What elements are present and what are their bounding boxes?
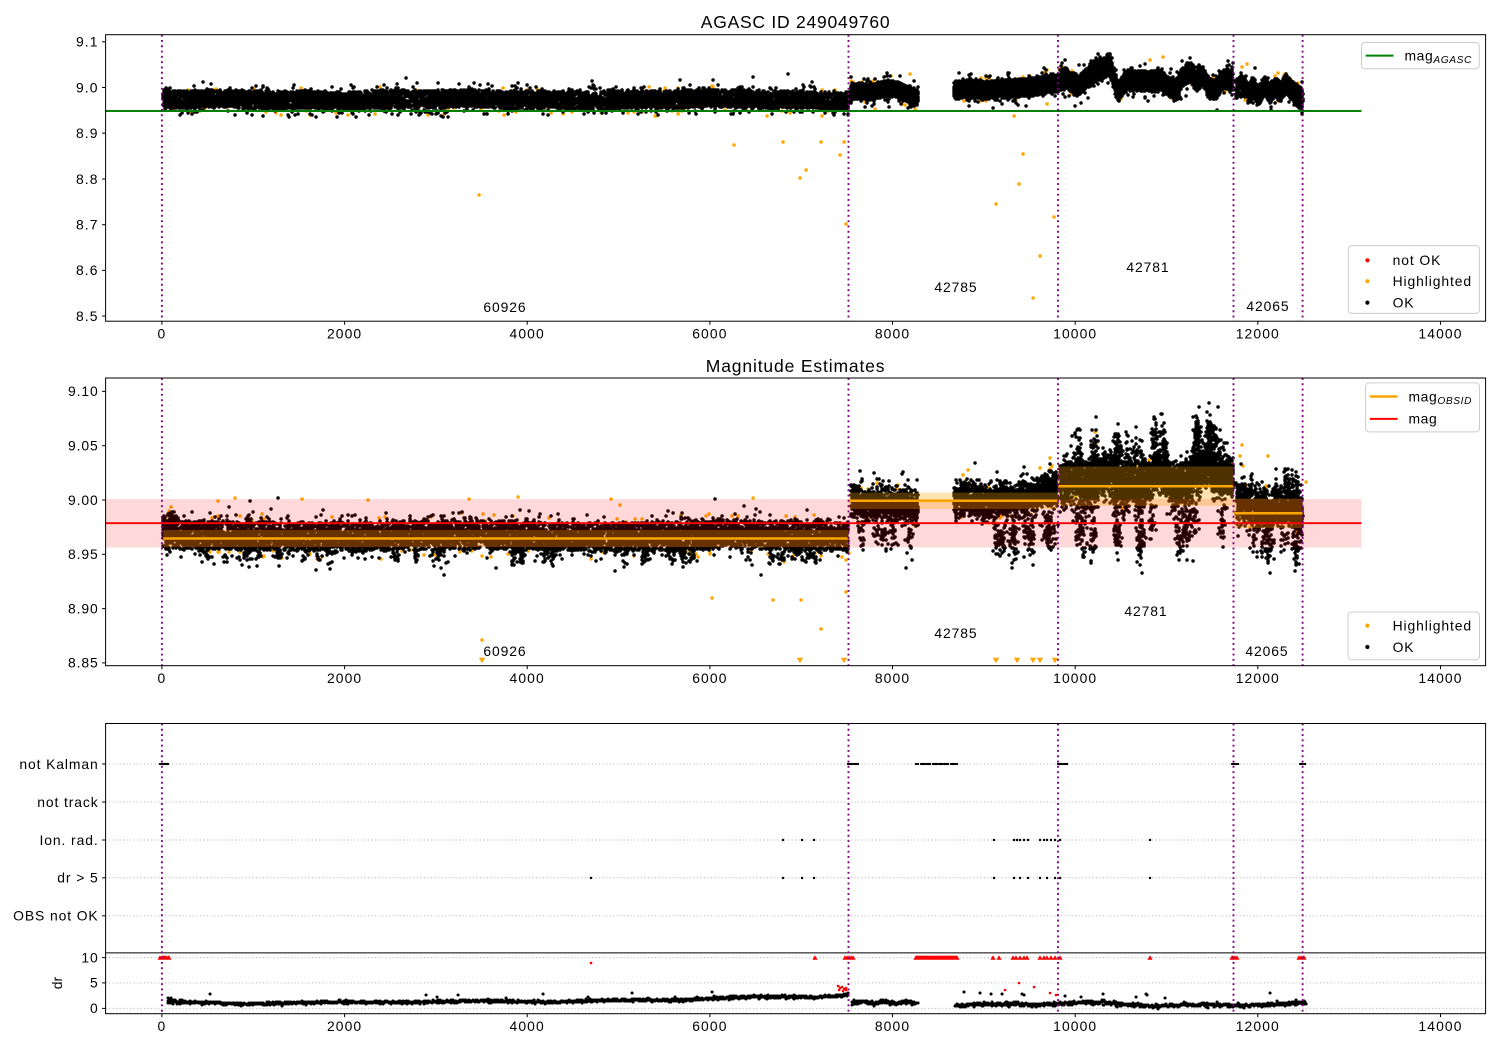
svg-text:2000: 2000: [327, 1018, 362, 1034]
svg-text:OK: OK: [1393, 294, 1415, 310]
svg-text:8000: 8000: [875, 325, 910, 341]
svg-text:42785: 42785: [934, 625, 977, 641]
svg-text:OK: OK: [1393, 639, 1415, 655]
svg-text:Highlighted: Highlighted: [1393, 273, 1472, 289]
svg-text:not OK: not OK: [1393, 252, 1442, 268]
svg-text:dr > 5: dr > 5: [57, 870, 98, 886]
svg-text:8.95: 8.95: [68, 546, 99, 562]
svg-text:0: 0: [157, 325, 166, 341]
svg-text:0: 0: [157, 670, 166, 686]
svg-text:9.00: 9.00: [68, 492, 99, 508]
svg-text:10000: 10000: [1053, 1018, 1097, 1034]
svg-text:10000: 10000: [1053, 325, 1097, 341]
svg-text:10000: 10000: [1053, 670, 1097, 686]
svg-text:6000: 6000: [692, 670, 727, 686]
svg-text:Magnitude Estimates: Magnitude Estimates: [706, 356, 886, 376]
svg-text:8.7: 8.7: [76, 217, 99, 233]
svg-text:12000: 12000: [1236, 1018, 1280, 1034]
svg-text:Highlighted: Highlighted: [1393, 617, 1472, 633]
svg-text:9.10: 9.10: [68, 383, 99, 399]
svg-text:8.90: 8.90: [68, 600, 99, 616]
svg-text:AGASC ID 249049760: AGASC ID 249049760: [701, 12, 891, 32]
svg-text:0: 0: [90, 1000, 99, 1016]
svg-text:42065: 42065: [1246, 298, 1289, 314]
svg-text:4000: 4000: [510, 1018, 545, 1034]
svg-text:Ion. rad.: Ion. rad.: [40, 832, 99, 848]
svg-text:42065: 42065: [1245, 643, 1288, 659]
svg-text:6000: 6000: [692, 1018, 727, 1034]
svg-text:12000: 12000: [1236, 670, 1280, 686]
svg-text:10: 10: [81, 949, 98, 965]
svg-text:9.0: 9.0: [76, 79, 99, 95]
svg-text:8.85: 8.85: [68, 655, 99, 671]
svg-text:14000: 14000: [1418, 1018, 1462, 1034]
svg-text:42781: 42781: [1126, 259, 1169, 275]
svg-text:4000: 4000: [510, 325, 545, 341]
svg-text:8.6: 8.6: [76, 262, 99, 278]
svg-text:14000: 14000: [1418, 325, 1462, 341]
svg-text:mag: mag: [1409, 411, 1438, 427]
svg-text:0: 0: [157, 1018, 166, 1034]
svg-text:8.9: 8.9: [76, 125, 99, 141]
svg-text:42785: 42785: [934, 279, 977, 295]
svg-text:14000: 14000: [1418, 670, 1462, 686]
svg-text:8000: 8000: [875, 1018, 910, 1034]
svg-text:dr: dr: [49, 976, 65, 989]
svg-text:60926: 60926: [483, 299, 526, 315]
svg-text:4000: 4000: [510, 670, 545, 686]
svg-text:12000: 12000: [1236, 325, 1280, 341]
svg-text:2000: 2000: [327, 670, 362, 686]
svg-text:2000: 2000: [327, 325, 362, 341]
svg-text:6000: 6000: [692, 325, 727, 341]
svg-text:60926: 60926: [483, 643, 526, 659]
svg-text:8.5: 8.5: [76, 308, 99, 324]
svg-text:9.1: 9.1: [76, 34, 99, 50]
svg-text:42781: 42781: [1124, 603, 1167, 619]
svg-text:5: 5: [90, 975, 99, 991]
svg-text:9.05: 9.05: [68, 438, 99, 454]
svg-text:not track: not track: [37, 794, 98, 810]
svg-text:OBS not OK: OBS not OK: [13, 908, 98, 924]
svg-text:not Kalman: not Kalman: [19, 756, 98, 772]
svg-text:8.8: 8.8: [76, 171, 99, 187]
svg-text:8000: 8000: [875, 670, 910, 686]
